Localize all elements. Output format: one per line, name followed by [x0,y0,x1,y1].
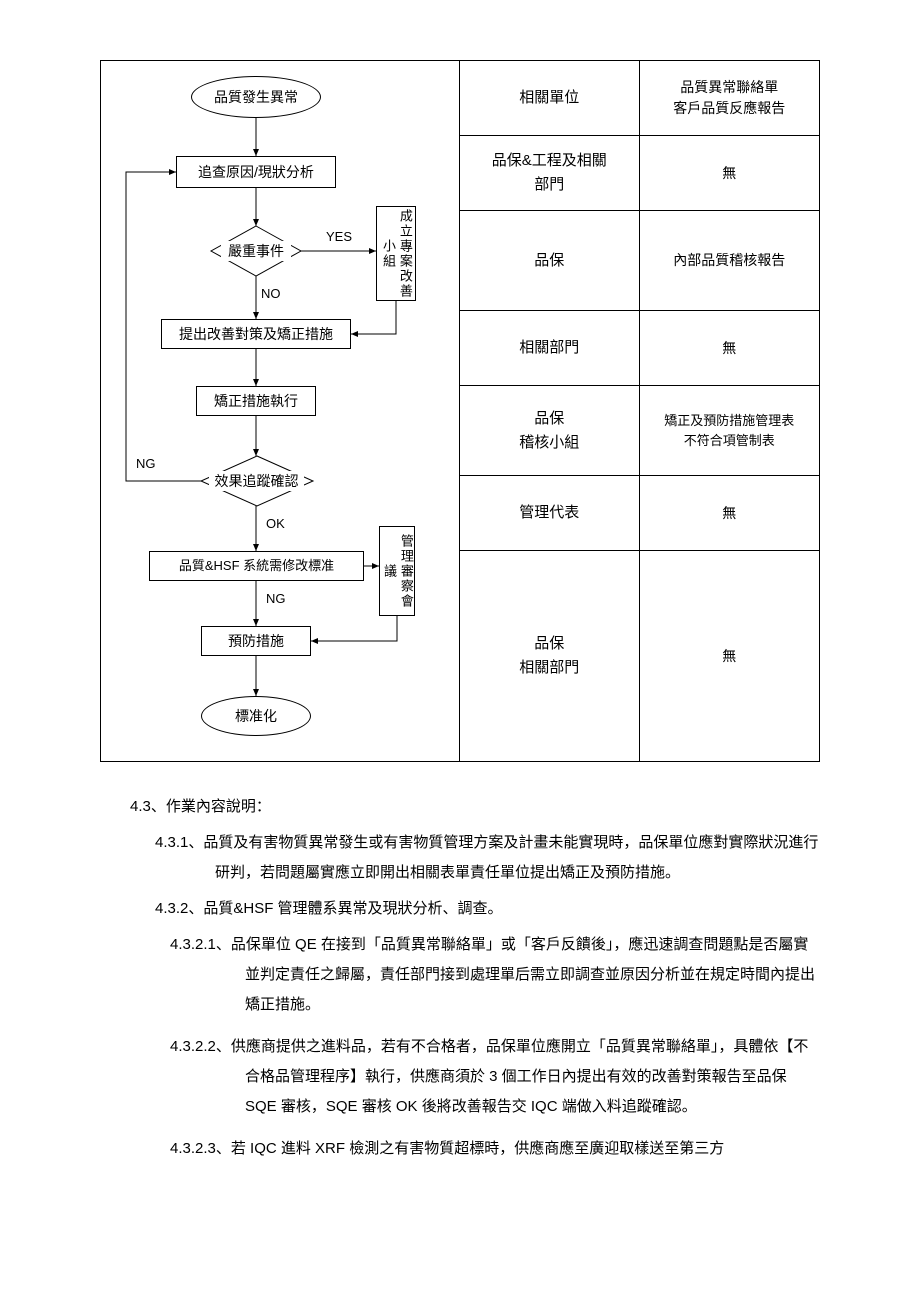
table-row: 品保 相關部門 無 [460,551,819,761]
cell-doc: 矯正及預防措施管理表 不符合項管制表 [640,386,820,475]
text-4-3-2-3: 4.3.2.3、若 IQC 進料 XRF 檢測之有害物質超標時，供應商應至廣迎取… [170,1134,820,1164]
cell-doc: 無 [640,136,820,210]
cell-dept: 品保 稽核小組 [460,386,640,475]
node-team: 成立專案改善小組 [376,206,416,301]
node-modify: 品質&HSF 系統需修改標准 [149,551,364,581]
table-column: 相關單位 品質異常聯絡單 客戶品質反應報告 品保&工程及相關 部門 無 品保 內… [460,61,819,761]
table-row: 相關單位 品質異常聯絡單 客戶品質反應報告 [460,61,819,136]
label-ng2: NG [266,591,286,606]
label-ok: OK [266,516,285,531]
table-row: 品保 稽核小組 矯正及預防措施管理表 不符合項管制表 [460,386,819,476]
cell-dept: 品保 相關部門 [460,551,640,761]
cell-doc: 內部品質稽核報告 [640,211,820,310]
table-row: 相關部門 無 [460,311,819,386]
text-content: 4.3、作業內容說明： 4.3.1、品質及有害物質異常發生或有害物質管理方案及計… [100,792,820,1164]
cell-doc: 無 [640,311,820,385]
table-row: 品保&工程及相關 部門 無 [460,136,819,211]
label-yes: YES [326,229,352,244]
cell-dept: 相關單位 [460,61,640,135]
node-investigate: 追查原因/現狀分析 [176,156,336,188]
section-4-3-2-2: 4.3.2.2、供應商提供之進料品，若有不合格者，品保單位應開立「品質異常聯絡單… [100,1032,820,1122]
node-review-label: 管理審察會議 [380,527,414,615]
cell-doc: 無 [640,551,820,761]
text-4-3-2-2: 4.3.2.2、供應商提供之進料品，若有不合格者，品保單位應開立「品質異常聯絡單… [170,1032,820,1122]
text-4-3-2-1: 4.3.2.1、品保單位 QE 在接到「品質異常聯絡單」或「客戶反饋後」，應迅速… [170,930,820,1020]
node-severe: 嚴重事件 [221,241,291,261]
node-verify: 效果追蹤確認 [209,471,304,491]
node-standard: 標准化 [201,696,311,736]
cell-dept: 相關部門 [460,311,640,385]
label-ng1: NG [136,456,156,471]
section-4-3-2-1: 4.3.2.1、品保單位 QE 在接到「品質異常聯絡單」或「客戶反饋後」，應迅速… [100,930,820,1020]
text-4-3-1: 4.3.1、品質及有害物質異常發生或有害物質管理方案及計畫未能實現時，品保單位應… [155,828,820,888]
node-team-label: 成立專案改善小組 [379,207,413,300]
cell-doc: 無 [640,476,820,550]
node-execute: 矯正措施執行 [196,386,316,416]
section-4-3-2: 4.3.2、品質&HSF 管理體系異常及現狀分析、調查。 [100,894,820,924]
node-prevent: 預防措施 [201,626,311,656]
cell-dept: 品保 [460,211,640,310]
diagram-container: 品質發生異常 追查原因/現狀分析 嚴重事件 成立專案改善小組 提出改善對策及矯正… [100,60,820,762]
cell-doc: 品質異常聯絡單 客戶品質反應報告 [640,61,820,135]
section-4-3-1: 4.3.1、品質及有害物質異常發生或有害物質管理方案及計畫未能實現時，品保單位應… [100,828,820,888]
table-row: 管理代表 無 [460,476,819,551]
section-4-3-2-3: 4.3.2.3、若 IQC 進料 XRF 檢測之有害物質超標時，供應商應至廣迎取… [100,1134,820,1164]
cell-dept: 品保&工程及相關 部門 [460,136,640,210]
flowchart-column: 品質發生異常 追查原因/現狀分析 嚴重事件 成立專案改善小組 提出改善對策及矯正… [101,61,460,761]
node-review: 管理審察會議 [379,526,415,616]
node-start: 品質發生異常 [191,76,321,118]
label-no: NO [261,286,281,301]
section-4-3: 4.3、作業內容說明： [100,792,820,822]
table-row: 品保 內部品質稽核報告 [460,211,819,311]
cell-dept: 管理代表 [460,476,640,550]
node-propose: 提出改善對策及矯正措施 [161,319,351,349]
